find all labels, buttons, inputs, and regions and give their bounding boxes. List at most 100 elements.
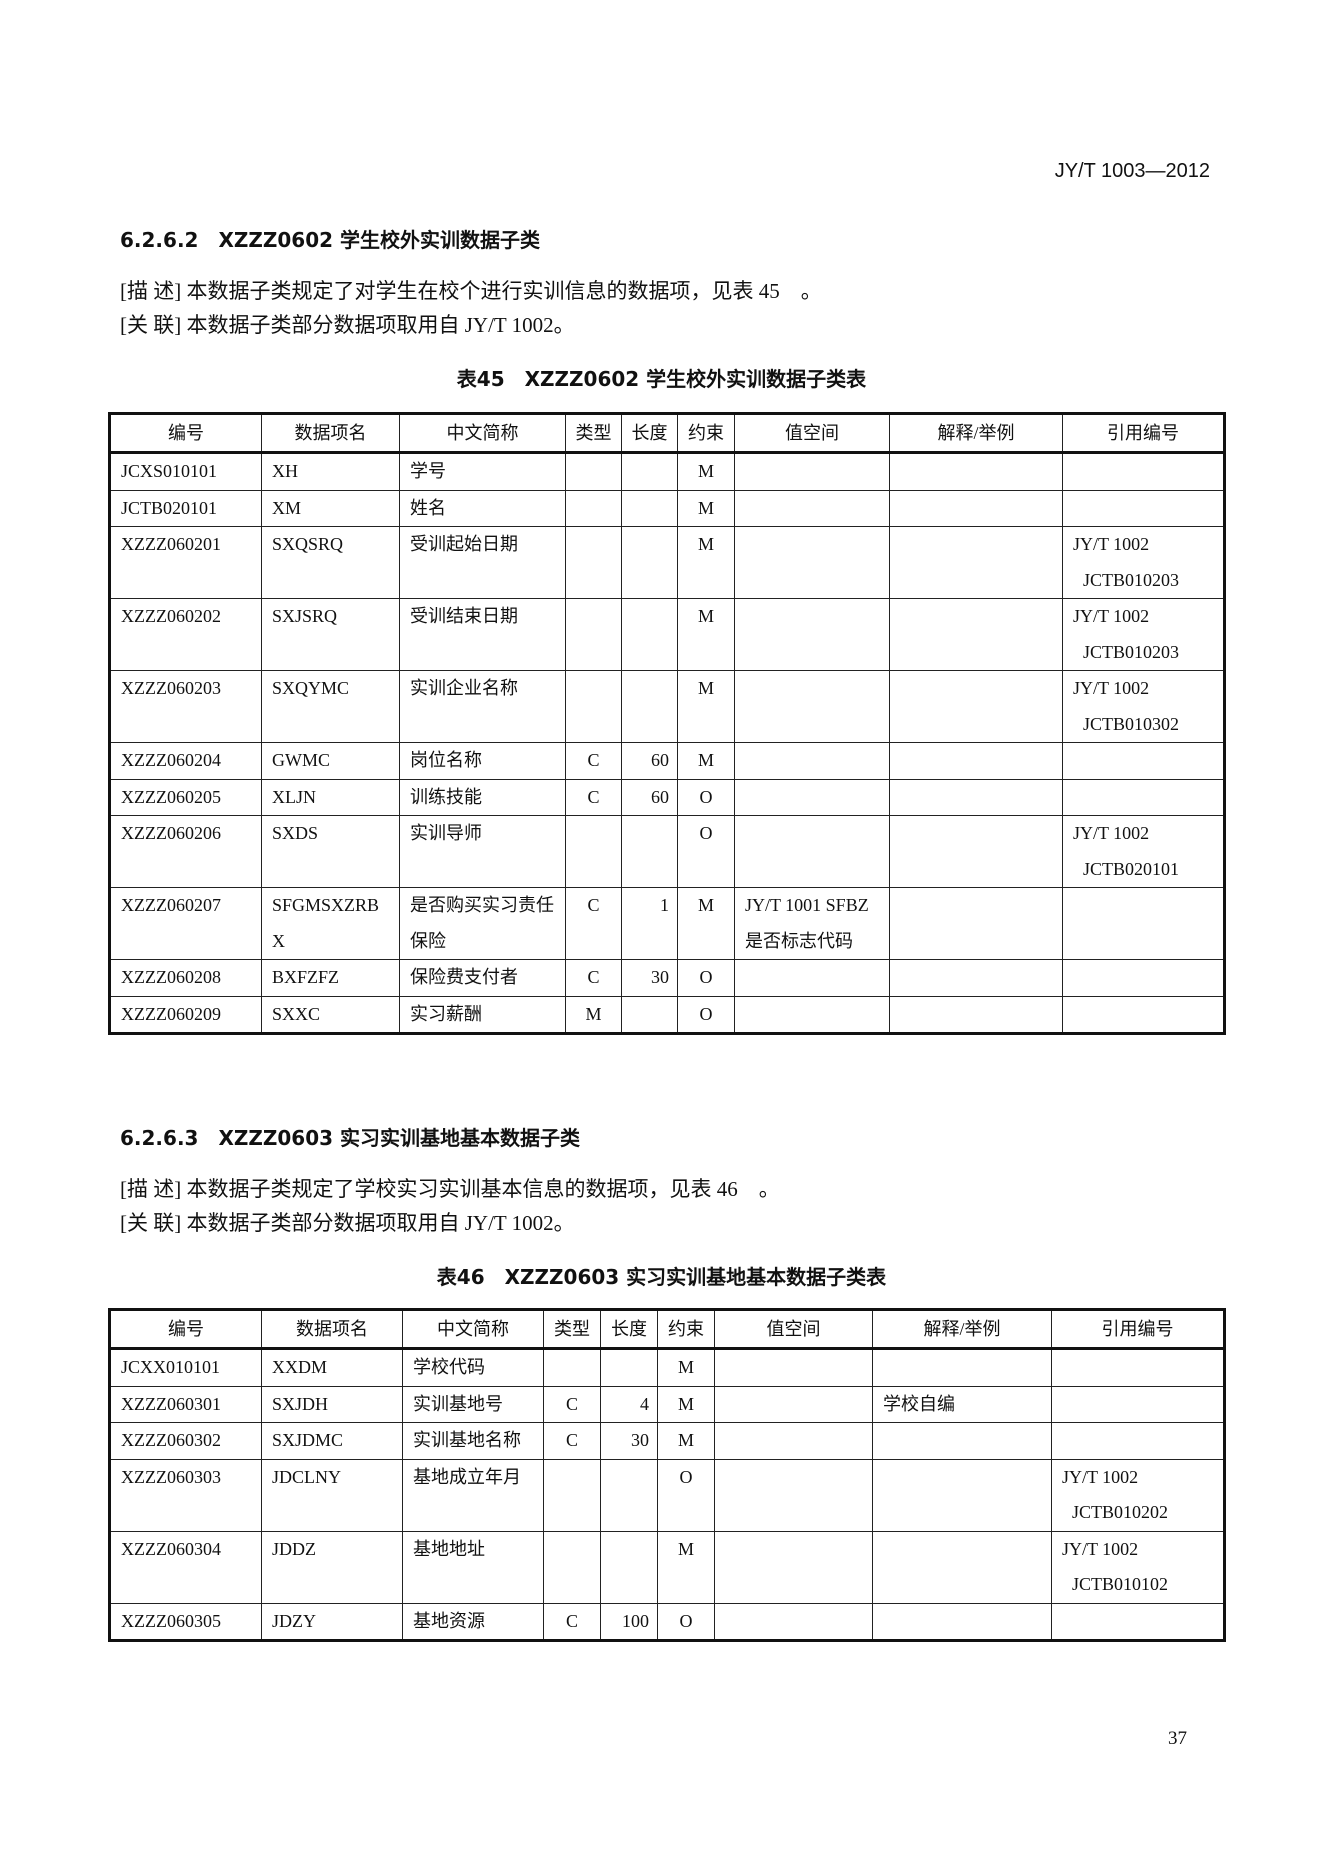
cell-length — [621, 598, 678, 671]
cell-value-space — [714, 1602, 873, 1641]
table-row: XZZZ060305 JDZY 基地资源 C 100 O — [109, 1602, 1225, 1641]
column-header-id: 编号 — [109, 1309, 262, 1350]
header-row: 编号 数据项名 中文简称 类型 长度 约束 值空间 解释/举例 引用编号 — [109, 1309, 1225, 1350]
cell-reference — [1051, 1602, 1225, 1641]
cell-chinese-name: 实训导师 — [399, 815, 566, 888]
cell-constraint: M — [677, 887, 735, 960]
cell-reference — [1051, 1385, 1225, 1423]
cell-reference: JY/T 1002 JCTB010302 — [1062, 670, 1225, 743]
relation-text: [关 联] 本数据子类部分数据项取用自 JY/T 1002。 — [120, 1211, 575, 1235]
table-row: XZZZ060304 JDDZ 基地地址 M JY/T 1002 JCTB010102 — [109, 1530, 1225, 1604]
cell-explanation — [889, 670, 1063, 743]
cell-field-name: SXJDMC — [261, 1422, 403, 1460]
reference-line: JY/T 1002 — [1073, 606, 1150, 626]
cell-value-space — [734, 742, 890, 780]
cell-length — [621, 995, 678, 1034]
cell-explanation — [889, 742, 1063, 780]
cell-constraint: M — [677, 598, 735, 671]
cell-constraint: M — [657, 1348, 715, 1387]
cell-type — [565, 598, 622, 671]
cell-value-space — [714, 1385, 873, 1423]
cell-constraint: M — [657, 1385, 715, 1423]
cell-constraint: M — [657, 1422, 715, 1460]
table-row: XZZZ060203 SXQYMC 实训企业名称 M JY/T 1002 JCTB0103… — [109, 670, 1225, 743]
cell-field-name: BXFZFZ — [261, 959, 400, 997]
cell-value-space — [734, 778, 890, 816]
cell-explanation — [872, 1422, 1052, 1460]
cell-constraint: M — [677, 526, 735, 599]
cell-id: JCTB020101 — [109, 489, 262, 527]
table-row: XZZZ060301 SXJDH 实训基地号 C 4 M 学校自编 — [109, 1385, 1225, 1423]
cell-length: 100 — [600, 1602, 658, 1641]
cell-explanation — [872, 1602, 1052, 1641]
cell-id: XZZZ060303 — [109, 1458, 262, 1532]
cell-explanation — [889, 959, 1063, 997]
cell-constraint: M — [677, 742, 735, 780]
cell-chinese-name: 实训基地名称 — [402, 1422, 544, 1460]
cell-chinese-name: 保险费支付者 — [399, 959, 566, 997]
table-row: XZZZ060303 JDCLNY 基地成立年月 O JY/T 1002 JCTB0102… — [109, 1458, 1225, 1532]
cell-value-space — [714, 1422, 873, 1460]
page-header: JY/T 1003—2012 — [1054, 160, 1210, 182]
cell-length — [621, 815, 678, 888]
table-row: JCTB020101 XM 姓名 M — [109, 489, 1225, 527]
cell-field-name: XM — [261, 489, 400, 527]
cell-reference: JY/T 1002 JCTB010202 — [1051, 1458, 1225, 1532]
description-text: [描 述] 本数据子类规定了学校实习实训基本信息的数据项，见表 46 。 — [120, 1177, 780, 1201]
table-row: XZZZ060204 GWMC 岗位名称 C 60 M — [109, 742, 1225, 780]
reference-line: JCTB010202 — [1072, 1502, 1169, 1522]
reference-line: JCTB010203 — [1083, 641, 1180, 662]
cell-chinese-name: 训练技能 — [399, 778, 566, 816]
cell-explanation — [889, 489, 1063, 527]
cell-id: JCXX010101 — [109, 1348, 262, 1387]
table-caption: 表46 XZZZ0603 实习实训基地基本数据子类表 — [436, 1265, 887, 1289]
cell-type — [565, 670, 622, 743]
cell-type — [543, 1458, 601, 1532]
cell-value-space — [734, 489, 890, 527]
cell-type — [565, 815, 622, 888]
cell-field-name: SXJDH — [261, 1385, 403, 1423]
cell-type: C — [543, 1422, 601, 1460]
cell-id: XZZZ060203 — [109, 670, 262, 743]
cell-explanation — [889, 598, 1063, 671]
cell-type — [565, 526, 622, 599]
cell-id: JCXS010101 — [109, 452, 262, 491]
header-row: 编号 数据项名 中文简称 类型 长度 约束 值空间 解释/举例 引用编号 — [109, 413, 1225, 454]
cell-reference — [1062, 995, 1225, 1034]
cell-length — [621, 452, 678, 491]
cell-value-space — [714, 1348, 873, 1387]
cell-type: C — [543, 1385, 601, 1423]
cell-field-name: SXXC — [261, 995, 400, 1034]
section-heading: 6.2.6.3 XZZZ0603 实习实训基地基本数据子类 — [120, 1126, 581, 1150]
cell-constraint: O — [677, 815, 735, 888]
column-header-type: 类型 — [565, 413, 622, 454]
cell-id: XZZZ060301 — [109, 1385, 262, 1423]
cell-id: XZZZ060208 — [109, 959, 262, 997]
table-row: XZZZ060205 XLJN 训练技能 C 60 O — [109, 778, 1225, 816]
table-row: XZZZ060206 SXDS 实训导师 O JY/T 1002 JCTB020101 — [109, 815, 1225, 888]
reference-line: JCTB010203 — [1083, 569, 1180, 590]
cell-chinese-name: 基地成立年月 — [402, 1458, 544, 1532]
cell-reference: JY/T 1002 JCTB010203 — [1062, 598, 1225, 671]
cell-chinese-name: 是否购买实习责任保险 — [399, 887, 566, 960]
cell-field-name: XXDM — [261, 1348, 403, 1387]
cell-chinese-name: 实训基地号 — [402, 1385, 544, 1423]
cell-field-name: XLJN — [261, 778, 400, 816]
reference-line: JY/T 1002 — [1062, 1466, 1139, 1487]
cell-length: 30 — [600, 1422, 658, 1460]
cell-chinese-name: 实习薪酬 — [399, 995, 566, 1034]
cell-field-name: SXQYMC — [261, 670, 400, 743]
cell-reference: JY/T 1002 JCTB010102 — [1051, 1530, 1225, 1604]
reference-line: JCTB010102 — [1072, 1574, 1169, 1594]
column-header-length: 长度 — [600, 1309, 658, 1350]
cell-reference — [1062, 452, 1225, 491]
table-row: XZZZ060202 SXJSRQ 受训结束日期 M JY/T 1002 JCTB0102… — [109, 598, 1225, 671]
cell-length: 60 — [621, 742, 678, 780]
cell-type: C — [543, 1602, 601, 1641]
cell-value-space — [714, 1530, 873, 1604]
cell-reference — [1062, 742, 1225, 780]
cell-id: XZZZ060209 — [109, 995, 262, 1034]
reference-line: JY/T 1002 — [1062, 1538, 1139, 1559]
cell-chinese-name: 实训企业名称 — [399, 670, 566, 743]
cell-value-space — [734, 452, 890, 491]
